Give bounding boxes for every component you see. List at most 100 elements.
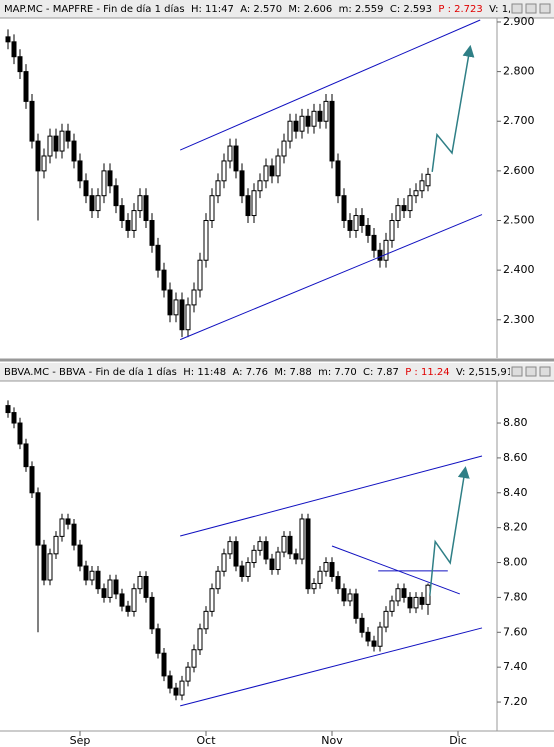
candle-body	[359, 617, 365, 633]
candle-body	[203, 610, 209, 630]
candle-body	[53, 135, 59, 152]
close-button[interactable]	[539, 366, 551, 377]
candle-body	[275, 551, 281, 571]
y-tick-label: 8.60	[503, 451, 528, 464]
title-price: P : 11.24	[405, 367, 449, 378]
candle-body	[131, 588, 137, 612]
candle-body	[101, 588, 107, 598]
candle-body	[71, 523, 77, 546]
candle-body	[245, 562, 251, 577]
plot-area	[5, 400, 483, 707]
candle-body	[335, 160, 341, 197]
candle-body	[329, 100, 335, 162]
title-volume: V: 1,27	[483, 4, 524, 15]
candle-body	[365, 224, 371, 236]
trendline	[180, 19, 481, 151]
title-text: BBVA.MC - BBVA - Fin de día 1 días H: 11…	[4, 366, 405, 378]
candle-body	[17, 422, 23, 445]
candle-body	[11, 41, 17, 58]
candle-body	[107, 170, 113, 187]
candle-body	[419, 180, 425, 192]
trendline	[331, 545, 460, 595]
candle-body	[35, 492, 41, 546]
candle-body	[401, 205, 407, 212]
candle-body	[203, 220, 209, 261]
candle-body	[269, 558, 275, 571]
maximize-button[interactable]	[525, 3, 537, 14]
candle-body	[113, 185, 119, 207]
close-button[interactable]	[539, 3, 551, 14]
window-buttons[interactable]	[511, 3, 551, 377]
candle-body	[113, 579, 119, 595]
maximize-button[interactable]	[525, 366, 537, 377]
candle-body	[5, 36, 11, 43]
candle-body	[341, 588, 347, 602]
candle-body	[149, 596, 155, 630]
candle-body	[263, 541, 269, 560]
candle-body	[293, 120, 299, 132]
candle-body	[281, 535, 287, 553]
candle-body	[167, 289, 173, 316]
y-tick-label: 8.00	[503, 556, 528, 569]
y-tick-label: 7.80	[503, 590, 528, 603]
candle-body	[155, 244, 161, 271]
candle-body	[239, 565, 245, 577]
y-tick-label: 2.500	[503, 214, 535, 227]
candle-body	[233, 541, 239, 567]
candle-body	[77, 544, 83, 567]
candle-body	[167, 675, 173, 689]
candle-body	[11, 412, 17, 424]
candle-body	[215, 570, 221, 590]
candle-body	[89, 195, 95, 212]
y-tick-label: 2.800	[503, 65, 535, 78]
candle-body	[251, 549, 257, 564]
minimize-button[interactable]	[511, 366, 523, 377]
candle-body	[257, 541, 263, 551]
candle-body	[125, 605, 131, 612]
candle-body	[179, 680, 185, 696]
candle-body	[257, 180, 263, 192]
candle-body	[143, 575, 149, 598]
candle-body	[149, 220, 155, 246]
candle-body	[287, 120, 293, 142]
forecast-arrow	[429, 466, 470, 596]
candle-body	[353, 215, 359, 231]
candle-body	[137, 575, 143, 590]
title-text: MAP.MC - MAPFRE - Fin de día 1 días H: 1…	[4, 3, 438, 15]
y-tick-label: 8.40	[503, 486, 528, 499]
candle-body	[377, 626, 383, 647]
x-tick-label: Nov	[321, 734, 343, 747]
panel-title: MAP.MC - MAPFRE - Fin de día 1 días H: 1…	[4, 3, 524, 15]
candle-body	[53, 535, 59, 555]
candle-body	[29, 100, 35, 142]
candle-body	[101, 170, 107, 197]
candle-body	[125, 220, 131, 231]
candle-body	[197, 259, 203, 291]
minimize-button[interactable]	[511, 3, 523, 14]
candle-body	[419, 596, 425, 605]
candle-body	[71, 140, 77, 162]
candle-body	[107, 579, 113, 598]
candle-body	[407, 596, 413, 609]
candle-body	[47, 553, 53, 581]
y-tick-label: 8.20	[503, 521, 528, 534]
candle-body	[173, 687, 179, 696]
candle-body	[401, 588, 407, 598]
candle-body	[185, 666, 191, 682]
candle-body	[389, 600, 395, 612]
candle-body	[161, 652, 167, 677]
candle-body	[305, 518, 311, 590]
candle-body	[413, 190, 419, 197]
candle-body	[59, 518, 65, 537]
candle-body	[83, 180, 89, 197]
candle-body	[275, 155, 281, 177]
candle-body	[191, 289, 197, 306]
candle-body	[77, 160, 83, 182]
candle-body	[23, 71, 29, 102]
candle-body	[299, 518, 305, 560]
x-tick-label: Sep	[70, 734, 91, 747]
candle-body	[371, 640, 377, 647]
trendline	[180, 627, 483, 707]
candle-body	[263, 165, 269, 182]
